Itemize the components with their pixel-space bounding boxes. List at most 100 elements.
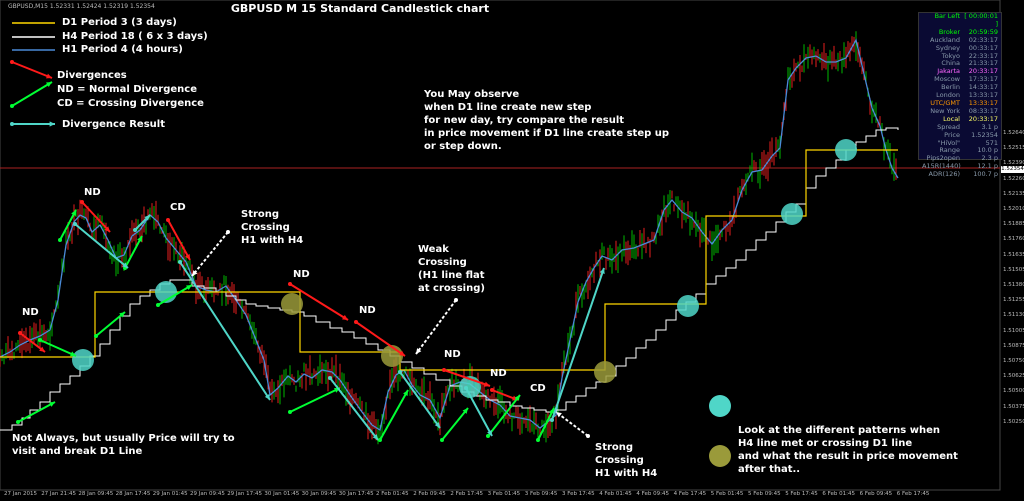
time-tick: 5 Feb 01:45 [710, 491, 744, 497]
green-arrow [39, 339, 77, 357]
info-key: Price [944, 130, 960, 139]
red-arrow [167, 219, 191, 261]
info-row: UTC/GMT 13:33:17 [919, 98, 1001, 108]
cyan-arrow-dot [550, 418, 554, 422]
price-tick: 1.51635 [1003, 251, 1024, 258]
time-tick: 5 Feb 17:45 [785, 491, 818, 497]
price-tick: 1.52010 [1003, 206, 1024, 212]
info-row: Bar Left [ 00:00:01 ] [919, 12, 1001, 29]
price-tick: 1.51255 [1003, 297, 1024, 304]
price-tick: 1.50625 [1003, 373, 1024, 380]
time-tick: 4 Feb 17:45 [673, 491, 707, 497]
legend-green-arrow-head [46, 82, 52, 88]
cyan-arrow-dot [328, 376, 332, 380]
current-price-tag: 1.52354 [1001, 166, 1024, 173]
info-value: 3.1 p [981, 122, 998, 131]
label-nd-2: ND [84, 187, 101, 198]
info-value: 2.3 p [981, 154, 998, 163]
red-arrow-dot [18, 331, 22, 335]
cross-circle-cyan [781, 203, 803, 225]
label-nd-6: ND [490, 368, 507, 379]
info-row: China 21:33:17 [919, 60, 1001, 68]
green-arrow-dot [288, 410, 292, 414]
red-arrow-head [185, 254, 190, 260]
cyan-arrow-head [122, 262, 128, 268]
green-arrow-dot [58, 238, 62, 242]
price-tick: 1.50500 [1003, 388, 1024, 395]
time-tick: 29 Jan 09:45 [190, 491, 225, 497]
time-tick: 6 Feb 01:45 [822, 491, 855, 497]
legend-h1: H1 Period 4 (4 hours) [62, 44, 183, 55]
green-arrow-head [119, 312, 125, 318]
note-patterns: Look at the different patterns when H4 l… [738, 425, 958, 475]
legend-circle-olive [709, 445, 731, 467]
green-arrow [441, 407, 469, 441]
green-arrow [537, 407, 555, 441]
legend-d1: D1 Period 3 (3 days) [62, 17, 177, 28]
cross-circle-olive [594, 361, 616, 383]
info-row: Pips2open 2.3 p [919, 154, 1001, 163]
cross-circle-cyan [72, 349, 94, 371]
note-strong-top: Strong Crossing H1 with H4 [241, 209, 304, 246]
cyan-arrow-head [144, 215, 150, 221]
time-tick: 28 Jan 17:45 [115, 491, 151, 497]
info-key: UTC/GMT [930, 98, 960, 107]
price-tick: 1.51885 [1003, 221, 1024, 228]
info-key: Range [939, 146, 960, 155]
legend-red-arrow-head [46, 73, 52, 79]
info-key: Spread [937, 122, 960, 131]
price-tick: 1.52515 [1003, 145, 1024, 152]
green-arrow-dot [378, 438, 382, 442]
cyan-arrow-head [264, 394, 270, 400]
red-arrow-dot [80, 200, 84, 204]
cyan-arrow-head [599, 268, 605, 274]
plot-border [0, 0, 1001, 491]
price-tick: 1.51760 [1003, 236, 1024, 243]
price-tick: 1.50875 [1003, 342, 1024, 349]
legend-h4: H4 Period 18 ( 6 x 3 days) [62, 31, 208, 42]
info-value: 00:33:17 [968, 43, 998, 52]
cross-circle-olive [381, 345, 403, 367]
cyan-arrow-dot [133, 228, 137, 232]
price-tick: 1.52135 [1003, 190, 1024, 197]
info-row: Spread 3.1 p [919, 122, 1001, 132]
price-tick: 1.51005 [1003, 327, 1024, 334]
time-tick: 3 Feb 17:45 [562, 491, 595, 497]
info-row: Berlin 14:33:17 [919, 83, 1001, 92]
info-row: Jakarta 20:33:17 [919, 67, 1001, 76]
info-key: Moscow [934, 75, 960, 84]
legend-red-arrow [11, 61, 53, 79]
cyan-arrow-head [487, 430, 492, 436]
pointer-arrow-dot [586, 434, 590, 438]
time-tick: 27 Jan 21:45 [41, 491, 77, 497]
green-arrow-head [514, 395, 520, 401]
info-key: China [941, 59, 960, 68]
time-tick: 30 Jan 09:45 [301, 491, 337, 497]
cyan-arrow [179, 261, 271, 401]
cyan-arrow-head [372, 434, 378, 440]
info-value: 17:33:17 [968, 75, 998, 84]
red-arrow-head [399, 350, 405, 356]
label-nd-4: ND [359, 305, 376, 316]
price-tick: 1.51380 [1003, 282, 1024, 288]
green-arrow [59, 209, 77, 241]
pointer-arrow-dot [226, 230, 230, 234]
time-tick: 2 Feb 17:45 [450, 491, 483, 497]
legend-circle-cyan [709, 395, 731, 417]
info-key: Auckland [930, 35, 960, 44]
red-arrow-dot [442, 368, 446, 372]
green-arrow-head [71, 210, 76, 216]
legend-red-arrow-dot [10, 60, 14, 64]
time-tick: 2 Feb 01:45 [376, 491, 409, 497]
cross-circle-olive [281, 293, 303, 315]
cross-circle-cyan [677, 295, 699, 317]
legend-cyan-arrow-dot [10, 122, 14, 126]
pointer-arrow-dot [454, 298, 458, 302]
green-arrow-dot [440, 438, 444, 442]
legend-result: Divergence Result [62, 119, 165, 130]
red-arrow-dot [166, 218, 170, 222]
symbol-label: GBPUSD,M15 1.52331 1.52424 1.52319 1.523… [8, 3, 155, 10]
info-row: Price 1.52354 [919, 130, 1001, 140]
